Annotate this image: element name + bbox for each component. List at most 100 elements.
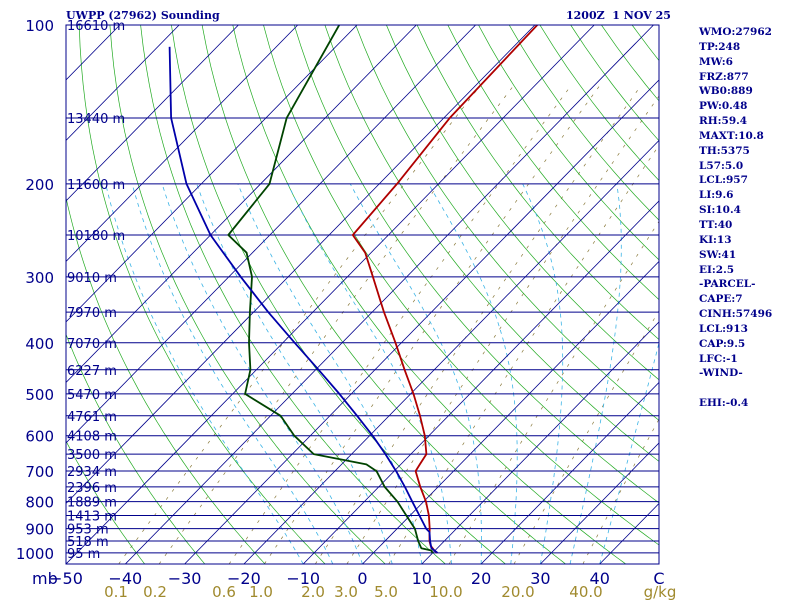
height-label: 4108 m xyxy=(67,430,117,445)
index-item: CAP:9.5 xyxy=(699,337,746,350)
index-item: TH:5375 xyxy=(699,144,750,157)
pressure-label: 600 xyxy=(25,428,54,446)
isotherms xyxy=(0,25,659,564)
dry-adiabat-line xyxy=(78,25,326,564)
dry-adiabat-line xyxy=(171,25,506,564)
pressure-label: 800 xyxy=(25,494,54,512)
height-label: 7970 m xyxy=(67,306,117,321)
dry-adiabat-line xyxy=(66,196,266,564)
dry-adiabat-line xyxy=(478,25,659,261)
mixing-ratio-line xyxy=(158,84,515,564)
index-item: CAPE:7 xyxy=(699,293,743,306)
mixing-ratio-line xyxy=(346,95,659,564)
index-item: RH:59.4 xyxy=(699,115,748,128)
plot-frame xyxy=(65,24,660,565)
chart-title: UWPP (27962) Sounding xyxy=(66,9,220,22)
isobars xyxy=(66,24,659,554)
temperature-tick-label: 30 xyxy=(530,569,550,588)
index-item: TT:40 xyxy=(699,218,733,231)
index-item: SW:41 xyxy=(699,248,737,261)
index-item: MAXT:10.8 xyxy=(699,129,764,142)
index-item: WB0:889 xyxy=(699,85,753,98)
plot-background xyxy=(66,25,659,564)
temperature-tick-label: −10 xyxy=(286,569,320,588)
dry-adiabat-line xyxy=(201,25,566,564)
moist-adiabat-line xyxy=(569,183,622,564)
temperature-tick-label: −30 xyxy=(168,569,202,588)
moist-adiabat-line xyxy=(599,341,659,564)
height-label: 5470 m xyxy=(67,388,117,403)
dry-adiabat-line xyxy=(66,333,206,564)
temperature-tick-label: −50 xyxy=(49,569,83,588)
parcel-profile-line xyxy=(168,46,439,554)
mixing-ratio-line xyxy=(228,84,572,564)
dry-adiabat-line xyxy=(66,440,145,564)
isotherm-line xyxy=(66,25,595,564)
height-label: 1413 m xyxy=(67,510,117,525)
isotherm-line xyxy=(184,79,659,564)
mixing-ratio-tick-label: 20.0 xyxy=(501,583,534,600)
pressure-label: 300 xyxy=(25,269,54,287)
mixing-ratio-tick-label: 1.0 xyxy=(249,583,273,600)
dry-adiabat-line xyxy=(786,25,800,564)
isotherm-line xyxy=(362,260,659,564)
moist-adiabat-line xyxy=(287,183,452,564)
isotherm-line xyxy=(0,25,61,564)
isotherm-line xyxy=(0,25,1,564)
index-item: LCL:957 xyxy=(699,174,748,187)
mixing-ratio-unit-label: g/kg xyxy=(644,583,677,600)
temperature-tick-label: C xyxy=(653,569,664,588)
pressure-label: 100 xyxy=(25,17,54,35)
isotherm-line xyxy=(66,25,536,505)
dry-adiabat-line xyxy=(386,25,659,381)
isotherm-line xyxy=(125,25,654,564)
height-label: 11600 m xyxy=(67,178,125,193)
index-item: FRZ:877 xyxy=(699,70,749,83)
height-label: 4761 m xyxy=(67,410,117,425)
moist-adiabat-line xyxy=(196,183,393,564)
mixing-ratio-tick-label: 3.0 xyxy=(334,583,358,600)
index-item: LCL:913 xyxy=(699,322,748,335)
height-labels: 16610 m 13440 m 11600 m 10180 m 9010 m 7970 m… xyxy=(67,19,125,562)
index-item: TP:248 xyxy=(699,40,741,53)
mixing-ratio-line xyxy=(388,144,659,564)
dry-adiabat-line xyxy=(263,25,659,546)
index-item: -WIND- xyxy=(699,367,743,380)
isotherm-line xyxy=(66,25,476,444)
index-item: PW:0.48 xyxy=(699,100,748,113)
pressure-label: 200 xyxy=(25,176,54,194)
height-label: 3500 m xyxy=(67,448,117,463)
height-label: 953 m xyxy=(67,523,109,538)
index-item: WMO:27962 xyxy=(699,26,772,38)
mixing-ratio-line xyxy=(582,418,659,564)
isotherm-line xyxy=(480,381,659,564)
temperature-tick-label: 0 xyxy=(357,569,367,588)
temperature-labels: mb−50 −40 −30 −20 −10 0 10 20 30 40 C xyxy=(32,569,665,588)
dry-adiabat-line xyxy=(232,25,627,564)
mixing-ratio-line xyxy=(513,310,659,564)
dry-adiabat-line xyxy=(355,25,659,421)
isotherm-line xyxy=(540,442,659,564)
index-item: MW:6 xyxy=(699,55,733,68)
height-label: 9010 m xyxy=(67,271,117,286)
temperature-tick-label: 40 xyxy=(590,569,610,588)
height-label: 13440 m xyxy=(67,112,125,127)
index-item: EHI:-0.4 xyxy=(699,397,749,410)
height-label: 2934 m xyxy=(67,465,117,480)
index-item: LFC:-1 xyxy=(699,352,738,365)
mixing-ratio-tick-label: 2.0 xyxy=(301,583,325,600)
sounding-profiles xyxy=(168,25,538,554)
mixing-ratio-line xyxy=(448,220,659,564)
pressure-unit-label: mb xyxy=(32,569,58,588)
index-item: LI:9.6 xyxy=(699,189,734,202)
height-label: 95 m xyxy=(67,547,100,562)
dry-adiabat-line xyxy=(416,25,659,341)
mixing-ratio-labels: 0.1 0.2 0.6 1.0 2.0 3.0 5.0 10.0 20.0 40.0 g/kg xyxy=(104,583,676,600)
mixing-ratio-tick-label: 0.1 xyxy=(104,583,128,600)
temperature-tick-label: 20 xyxy=(471,569,491,588)
pressure-label: 500 xyxy=(25,386,54,404)
mixing-ratio-tick-label: 5.0 xyxy=(374,583,398,600)
pressure-label: 1000 xyxy=(16,545,54,563)
isotherm-line xyxy=(66,25,417,384)
stability-indices-panel: WMO:27962 TP:248 MW:6 FRZ:877 WB0:889 PW:0.48… xyxy=(699,25,772,411)
